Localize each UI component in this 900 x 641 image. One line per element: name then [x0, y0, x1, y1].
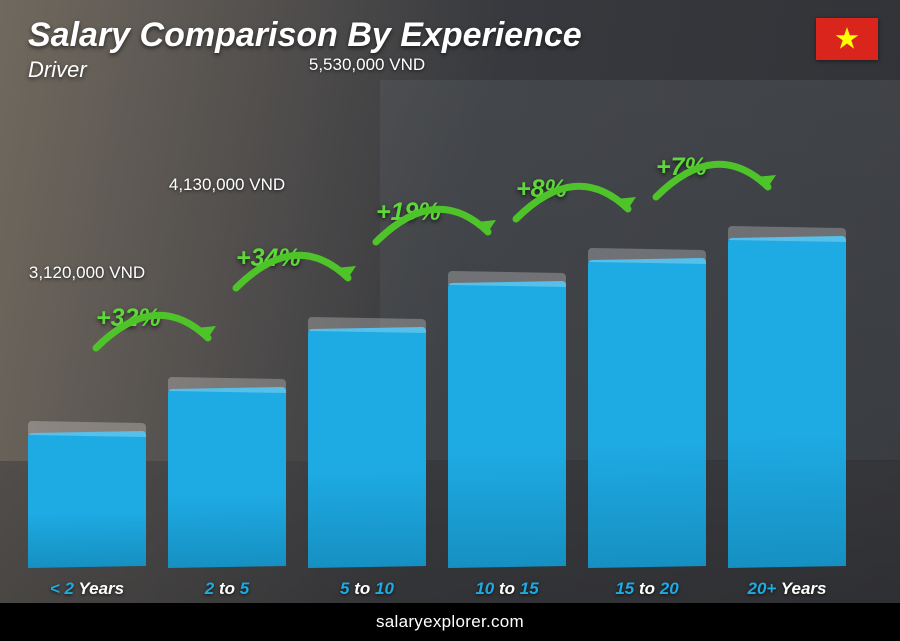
- star-icon: [834, 26, 860, 52]
- bar-x-label: 15 to 20: [588, 579, 706, 599]
- bar-value-label: 5,530,000 VND: [287, 55, 447, 75]
- vietnam-flag: [816, 18, 878, 60]
- delta-pct-label: +8%: [516, 175, 567, 204]
- bar-x-label: 10 to 15: [448, 579, 566, 599]
- delta-3: +8%: [516, 175, 567, 204]
- delta-pct-label: +7%: [656, 153, 707, 182]
- delta-4: +7%: [656, 153, 707, 182]
- bar-3: 6,600,000 VND10 to 15: [448, 282, 566, 567]
- delta-2: +19%: [376, 198, 441, 227]
- bar-rect: [588, 258, 706, 568]
- bar-x-label: 2 to 5: [168, 579, 286, 599]
- bar-value-label: 3,120,000 VND: [7, 263, 167, 283]
- bar-4: 7,120,000 VND15 to 20: [588, 259, 706, 567]
- bar-rect: [448, 281, 566, 568]
- page-title: Salary Comparison By Experience: [28, 16, 582, 55]
- delta-1: +34%: [236, 244, 301, 273]
- footer-attribution: salaryexplorer.com: [0, 603, 900, 641]
- bar-2: 5,530,000 VND5 to 10: [308, 328, 426, 567]
- delta-pct-label: +34%: [236, 244, 301, 273]
- bar-x-label: < 2 Years: [28, 579, 146, 599]
- bar-rect: [168, 387, 286, 568]
- bar-value-label: 4,130,000 VND: [147, 175, 307, 195]
- bar-1: 4,130,000 VND2 to 5: [168, 388, 286, 567]
- bar-5: 7,630,000 VND20+ Years: [728, 237, 846, 567]
- bar-0: 3,120,000 VND< 2 Years: [28, 432, 146, 567]
- bar-rect: [28, 431, 146, 568]
- delta-0: +32%: [96, 304, 161, 333]
- delta-pct-label: +32%: [96, 304, 161, 333]
- bar-rect: [728, 236, 846, 568]
- salary-bar-chart: 3,120,000 VND< 2 Years4,130,000 VND2 to …: [28, 87, 858, 567]
- bar-rect: [308, 327, 426, 568]
- bar-x-label: 20+ Years: [728, 579, 846, 599]
- delta-pct-label: +19%: [376, 198, 441, 227]
- bar-x-label: 5 to 10: [308, 579, 426, 599]
